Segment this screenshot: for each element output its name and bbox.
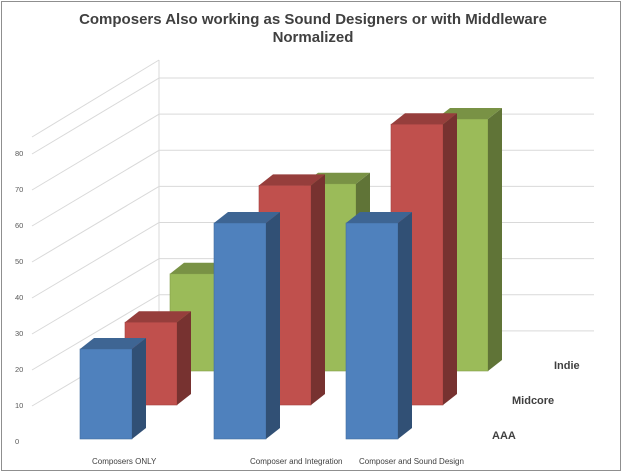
chart-title: Composers Also working as Sound Designer… bbox=[79, 11, 547, 28]
gridline-diagonal bbox=[31, 222, 160, 299]
bar-midcore-1 bbox=[124, 311, 191, 406]
wall-edge bbox=[31, 59, 160, 138]
bar-aaa-1 bbox=[79, 338, 146, 440]
y-tick-label: 0 bbox=[15, 437, 19, 446]
bar-aaa-2 bbox=[213, 212, 280, 440]
y-tick-label: 50 bbox=[15, 257, 23, 266]
gridline-diagonal bbox=[31, 294, 160, 371]
series-label-aaa: AAA bbox=[492, 430, 516, 442]
y-tick-label: 80 bbox=[15, 149, 23, 158]
y-tick-label: 10 bbox=[15, 401, 23, 410]
y-tick-label: 40 bbox=[15, 293, 23, 302]
chart-bars bbox=[79, 108, 502, 440]
gridline-diagonal bbox=[31, 149, 160, 227]
bar-aaa-3 bbox=[345, 212, 412, 440]
x-category-label: Composers ONLY bbox=[92, 457, 157, 466]
series-label-midcore: Midcore bbox=[512, 395, 554, 407]
depth-axis-labels: AAA Midcore Indie bbox=[492, 360, 580, 442]
gridline-diagonal bbox=[31, 77, 160, 155]
y-tick-label: 60 bbox=[15, 221, 23, 230]
gridline-diagonal bbox=[31, 113, 160, 191]
x-category-label: Composer and Integration bbox=[250, 457, 343, 466]
gridline-diagonal bbox=[31, 185, 160, 263]
y-axis-ticks: 0 10 20 30 40 50 60 70 80 bbox=[15, 149, 23, 446]
y-tick-label: 20 bbox=[15, 365, 23, 374]
x-axis-labels: Composers ONLY Composer and Integration Co… bbox=[92, 457, 464, 466]
chart-subtitle: Normalized bbox=[273, 29, 354, 46]
series-label-indie: Indie bbox=[554, 360, 580, 372]
y-tick-label: 70 bbox=[15, 185, 23, 194]
x-category-label: Composer and Sound Design bbox=[359, 457, 464, 466]
y-tick-label: 30 bbox=[15, 329, 23, 338]
gridline-diagonal bbox=[31, 258, 160, 335]
